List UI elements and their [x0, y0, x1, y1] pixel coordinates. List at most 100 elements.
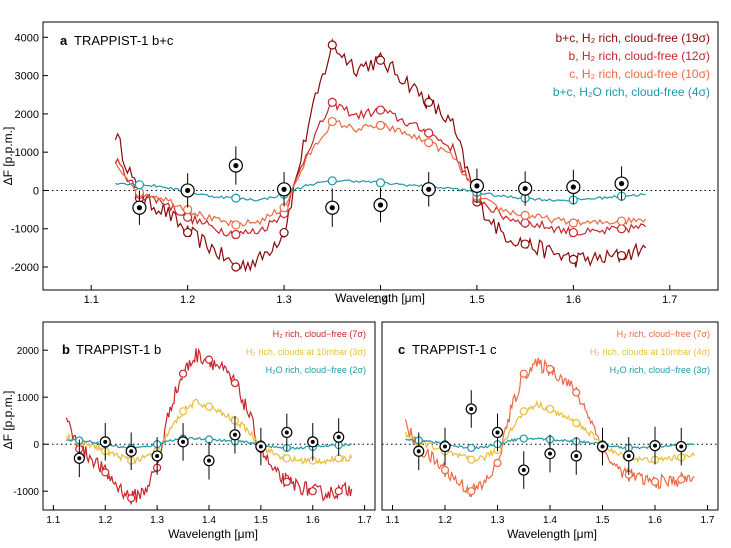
y-tick-label: -2000 [11, 262, 39, 274]
model-bin-marker [231, 229, 241, 240]
panel-b-letter: b [62, 342, 70, 357]
x-tick-label: 1.7 [701, 515, 715, 526]
model-bin-marker [375, 178, 386, 188]
obs-marker-dot [181, 439, 186, 444]
obs-marker-dot [474, 183, 480, 189]
model-bin-marker [519, 434, 528, 443]
obs-marker-dot [281, 186, 287, 192]
panel-a-plot-area: 1.1 1.2 1.3 1.4 1.5 1.6 1.7 -2000 -1000 0 1000 2000… [11, 32, 718, 306]
obs-marker-dot [129, 449, 134, 454]
panel-c-legend: H₂ rich, cloud−free (7σ) H₂ rich, clouds… [590, 329, 710, 375]
model-bin-marker [375, 105, 386, 115]
y-tick-label: 1000 [17, 393, 40, 404]
obs-marker-dot [185, 187, 191, 194]
x-tick-label: 1.7 [358, 515, 372, 526]
model-bin-marker [231, 262, 241, 272]
model-bin-marker [493, 458, 502, 468]
x-tick-label: 1.5 [254, 515, 268, 526]
series-line [114, 37, 647, 273]
model-bin-marker [308, 487, 317, 496]
obs-marker-dot [426, 186, 432, 192]
legend-c-h2-clear: H₂ rich, cloud−free (7σ) [617, 329, 710, 339]
obs-marker-dot [284, 430, 289, 435]
model-bin-marker [616, 250, 627, 261]
obs-marker-dot [103, 439, 108, 444]
obs-marker-dot [232, 432, 237, 437]
x-tick-label: 1.6 [566, 294, 581, 306]
obs-marker-dot [329, 205, 335, 211]
model-bin-marker [375, 120, 386, 130]
model-bin-marker [134, 180, 145, 190]
x-tick-label: 1.2 [438, 515, 452, 526]
panel-a-title: TRAPPIST-1 b+c [74, 33, 174, 48]
obs-marker-dot [521, 468, 526, 473]
model-bin-marker [568, 227, 578, 238]
obs-marker-dot [155, 453, 160, 458]
legend-b-h2-clouds: H₂ rich, clouds at 10mbar (3σ) [246, 347, 366, 357]
y-tick-label: 0 [33, 440, 39, 451]
model-bin-marker [424, 97, 434, 108]
x-tick-label: 1.5 [596, 515, 610, 526]
obs-marker-dot [443, 444, 447, 449]
panel-c: 1.1 1.2 1.3 1.4 1.5 1.6 1.7 c TRAPPIST-1 c Wav… [381, 321, 719, 541]
obs-marker-dot [574, 453, 579, 458]
model-bin-marker [572, 388, 581, 397]
model-bin-marker [519, 407, 528, 416]
obs-marker-dot [336, 435, 341, 440]
panel-c-plot-area: 1.1 1.2 1.3 1.4 1.5 1.6 1.7 [382, 357, 718, 526]
y-tick-label: -1000 [13, 487, 39, 498]
x-tick-label: 1.6 [648, 515, 662, 526]
model-bin-marker [375, 55, 386, 65]
panel-b-title: TRAPPIST-1 b [76, 342, 161, 357]
model-bin-marker [231, 193, 241, 203]
obs-marker-dot [416, 449, 421, 454]
y-tick-label: 2000 [17, 346, 40, 357]
obs-marker-dot [377, 202, 384, 208]
y-tick-label: 3000 [15, 71, 39, 83]
x-tick-label: 1.5 [469, 294, 484, 306]
panel-c-xlabel: Wavelength [μm] [507, 527, 597, 541]
panel-b-legend: H₂ rich, cloud−free (7σ) H₂ rich, clouds… [246, 329, 366, 375]
x-tick-label: 1.7 [662, 294, 677, 306]
x-tick-label: 1.4 [373, 294, 388, 306]
model-bin-marker [467, 487, 476, 496]
model-bin-marker [327, 176, 337, 186]
obs-marker-dot [626, 453, 631, 458]
obs-marker-dot [548, 451, 552, 456]
model-bin-marker [178, 407, 188, 416]
obs-marker-dot [310, 439, 315, 444]
panel-a-legend: b+c, H₂ rich, cloud-free (19σ) b, H₂ ric… [553, 31, 710, 99]
model-bin-marker [545, 404, 555, 414]
model-bin-marker [616, 224, 627, 234]
x-tick-label: 1.4 [202, 515, 216, 526]
obs-marker-dot [495, 430, 500, 435]
obs-marker-dot [570, 184, 576, 190]
model-bin-marker [440, 465, 450, 475]
legend-c-h2-clouds: H₂ rich, clouds at 10mbar (4σ) [590, 347, 710, 357]
panel-b-plot-area: 1.1 1.2 1.3 1.4 1.5 1.6 1.7 -1000 0 1000 2000 [13, 346, 375, 526]
model-bin-marker [334, 487, 343, 496]
x-tick-label: 1.3 [276, 294, 291, 306]
model-bin-marker [616, 216, 627, 226]
legend-a-bc-h2o: b+c, H₂O rich, cloud-free (4σ) [553, 85, 710, 99]
panel-a-xlabel: Wavelength [μm] [335, 291, 425, 305]
x-tick-label: 1.1 [386, 515, 400, 526]
model-bin-marker [204, 402, 214, 411]
y-tick-label: 2000 [15, 109, 39, 121]
x-tick-label: 1.4 [543, 515, 557, 526]
obs-marker-dot [600, 444, 605, 449]
model-bin-marker [101, 468, 110, 477]
y-tick-label: 1000 [15, 147, 39, 159]
model-bin-marker [231, 220, 241, 230]
model-bin-marker [279, 227, 289, 238]
model-bin-marker [327, 97, 337, 108]
panel-c-title: TRAPPIST-1 c [412, 342, 497, 357]
x-tick-label: 1.1 [46, 515, 60, 526]
panel-b-xlabel: Wavelength [μm] [168, 527, 258, 541]
model-bin-marker [572, 418, 581, 428]
model-bin-marker [183, 227, 193, 238]
model-bin-marker [545, 364, 555, 374]
y-tick-label: 4000 [15, 32, 39, 44]
y-tick-label: -1000 [11, 224, 39, 236]
